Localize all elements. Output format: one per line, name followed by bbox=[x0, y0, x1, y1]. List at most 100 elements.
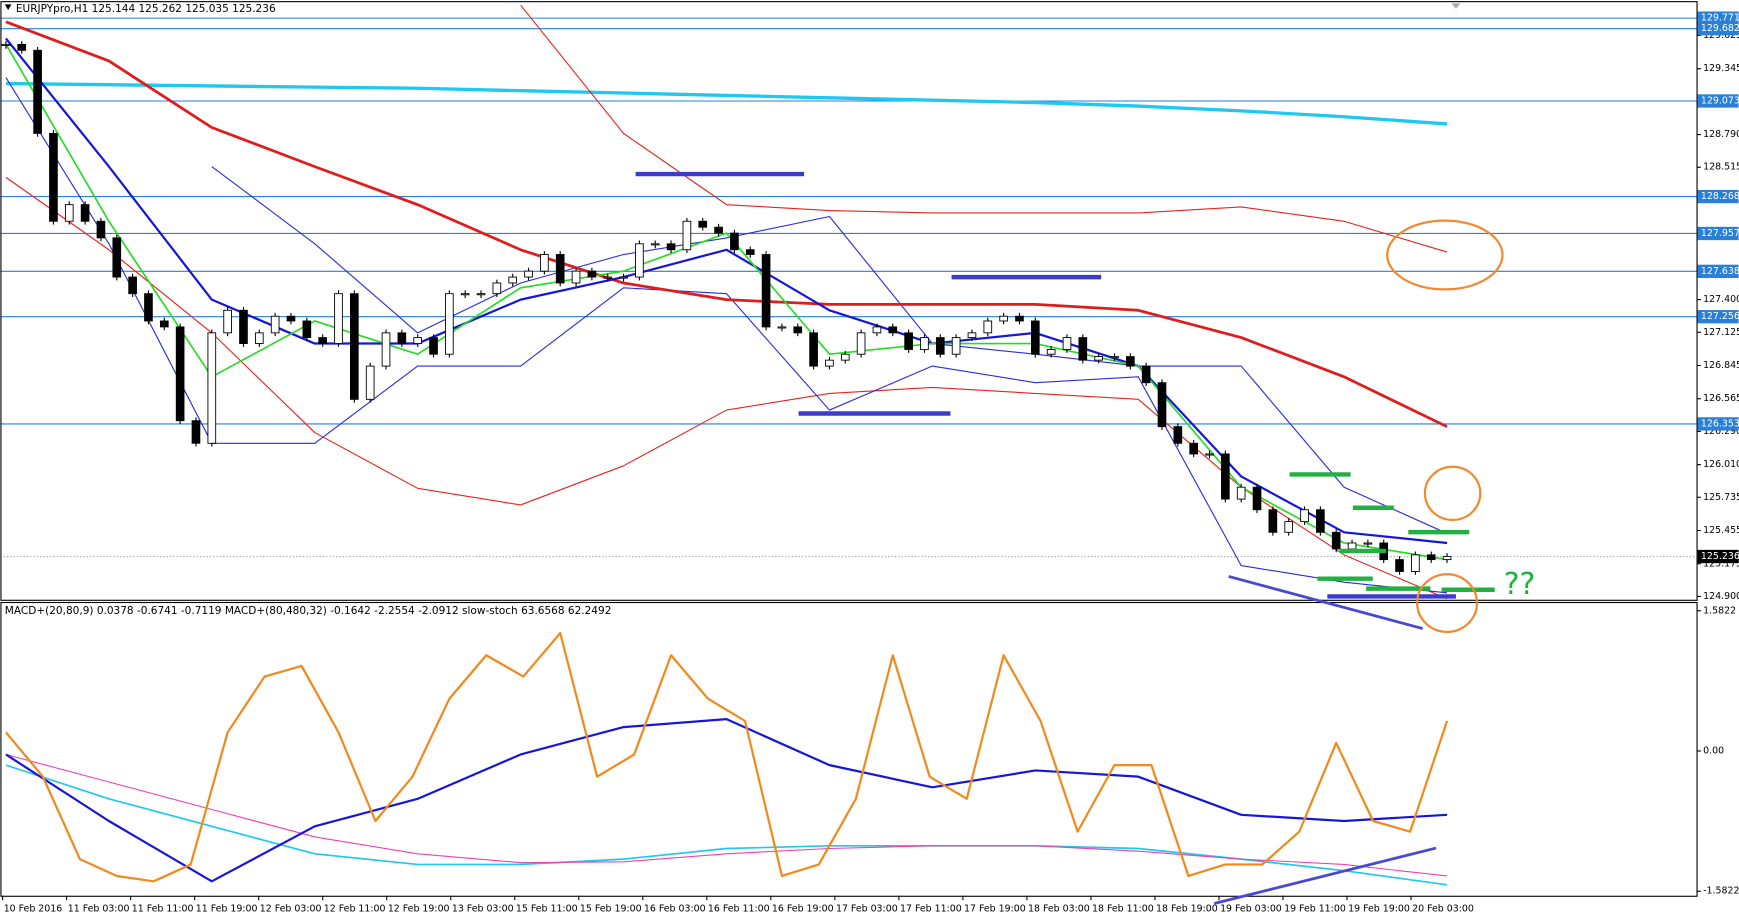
candle bbox=[17, 43, 27, 51]
candle bbox=[555, 254, 565, 284]
candle bbox=[999, 315, 1008, 322]
x-tick-label: 16 Feb 19:00 bbox=[772, 904, 834, 915]
x-tick-label: 15 Feb 19:00 bbox=[580, 904, 642, 915]
candle bbox=[413, 337, 423, 344]
annotation: ?? bbox=[1504, 567, 1536, 602]
level-label-box bbox=[1697, 264, 1739, 279]
y-tick-label: 125.175 bbox=[1703, 558, 1739, 569]
candle bbox=[175, 326, 185, 422]
indicator-line bbox=[5, 718, 1448, 883]
candle bbox=[856, 332, 866, 355]
candle bbox=[429, 337, 438, 355]
level-label-box bbox=[1697, 417, 1739, 431]
candle bbox=[730, 232, 739, 251]
x-tick-label: 20 Feb 03:00 bbox=[1412, 904, 1474, 915]
candle bbox=[460, 293, 470, 296]
candle bbox=[1284, 521, 1294, 533]
price-label-box bbox=[1697, 549, 1739, 564]
candle bbox=[587, 270, 597, 278]
candle bbox=[159, 320, 169, 328]
candle bbox=[1347, 542, 1357, 550]
level-label: 127.256 bbox=[1701, 311, 1739, 322]
candle bbox=[603, 276, 613, 279]
candle bbox=[207, 332, 217, 444]
level-label: 126.353 bbox=[1701, 418, 1739, 429]
candle bbox=[1173, 426, 1183, 444]
x-tick-label: 17 Feb 19:00 bbox=[964, 904, 1026, 915]
candle bbox=[1411, 554, 1420, 572]
y-tick-label: 126.010 bbox=[1703, 459, 1739, 470]
candle bbox=[270, 315, 280, 334]
candle bbox=[714, 226, 723, 234]
trend-lines bbox=[1213, 575, 1437, 905]
x-tick-label: 16 Feb 03:00 bbox=[644, 904, 706, 915]
candle bbox=[112, 237, 122, 278]
indicator-line bbox=[5, 43, 1448, 561]
drawn-green-levels bbox=[1289, 472, 1495, 592]
x-tick-label: 17 Feb 11:00 bbox=[900, 904, 962, 915]
candle bbox=[935, 337, 945, 355]
x-tick-label: 15 Feb 11:00 bbox=[516, 904, 578, 915]
candle bbox=[191, 420, 201, 444]
x-tick-label: 10 Feb 2016 bbox=[4, 904, 63, 915]
x-tick-label: 12 Feb 03:00 bbox=[260, 904, 322, 915]
candle bbox=[967, 332, 977, 339]
candle bbox=[666, 243, 676, 251]
candle bbox=[144, 293, 153, 322]
level-label: 129.771 bbox=[1701, 13, 1739, 24]
indicator-line bbox=[5, 77, 1448, 594]
candle bbox=[445, 293, 454, 355]
trend-line bbox=[1228, 575, 1424, 630]
candle bbox=[96, 220, 106, 239]
candle bbox=[809, 332, 818, 367]
candle bbox=[904, 332, 913, 350]
candle bbox=[64, 204, 74, 222]
candle bbox=[33, 49, 42, 134]
x-tick-label: 12 Feb 19:00 bbox=[388, 904, 450, 915]
candle bbox=[1062, 337, 1072, 350]
frames bbox=[0, 1, 1698, 897]
y2-tick-label: 0.00 bbox=[1703, 745, 1724, 756]
x-tick-label: 18 Feb 11:00 bbox=[1092, 904, 1154, 915]
candle bbox=[745, 249, 755, 255]
x-tick-label: 11 Feb 19:00 bbox=[196, 904, 258, 915]
trend-line bbox=[1213, 846, 1437, 905]
candle bbox=[888, 326, 898, 334]
candle bbox=[49, 132, 58, 222]
candle bbox=[1316, 509, 1325, 533]
main-frame bbox=[0, 1, 1698, 601]
candle bbox=[1094, 356, 1103, 361]
candle bbox=[476, 293, 486, 296]
candle bbox=[571, 270, 581, 284]
indicator-line bbox=[5, 764, 1448, 886]
circles bbox=[1386, 219, 1504, 633]
sub-header: MACD+(20,80,9) 0.0378 -0.6741 -0.7119 MA… bbox=[5, 605, 612, 617]
candle bbox=[524, 270, 533, 278]
x-tick-label: 18 Feb 03:00 bbox=[1028, 904, 1090, 915]
candle bbox=[761, 254, 771, 328]
menu-triangle[interactable] bbox=[4, 4, 12, 10]
shift-marker bbox=[1451, 3, 1461, 9]
candle bbox=[223, 309, 232, 334]
candle bbox=[128, 276, 137, 295]
candle bbox=[397, 332, 407, 344]
y2-tick-label: 1.5822 bbox=[1703, 605, 1736, 616]
candle bbox=[1015, 315, 1024, 322]
candle bbox=[840, 353, 850, 361]
sub-frame bbox=[0, 601, 1698, 897]
candle bbox=[1395, 559, 1404, 572]
candle bbox=[540, 254, 549, 272]
candle bbox=[239, 309, 248, 344]
y-tick-label: 124.900 bbox=[1703, 591, 1739, 602]
candle bbox=[381, 332, 391, 367]
y-tick-label: 126.290 bbox=[1703, 426, 1739, 437]
highlight-circle bbox=[1416, 573, 1479, 633]
y-tick-label: 125.735 bbox=[1703, 492, 1739, 503]
y-tick-label: 126.845 bbox=[1703, 360, 1739, 371]
candle bbox=[682, 220, 692, 251]
y-tick-label: 128.790 bbox=[1703, 129, 1739, 140]
highlight-circle bbox=[1423, 465, 1482, 522]
indicator-line bbox=[5, 20, 1448, 428]
